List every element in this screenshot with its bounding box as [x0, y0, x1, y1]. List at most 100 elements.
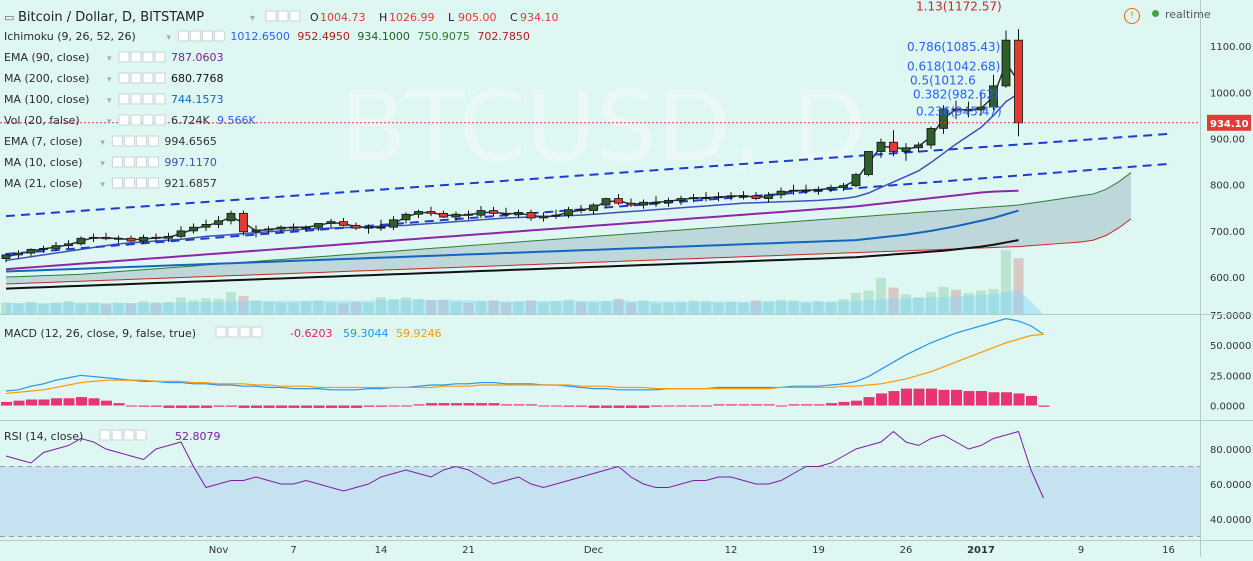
- legend-control-button[interactable]: [130, 51, 142, 63]
- legend-control-button[interactable]: [154, 51, 166, 63]
- legend-control-button[interactable]: [123, 156, 135, 168]
- candle[interactable]: [39, 245, 48, 254]
- candle[interactable]: [689, 193, 698, 203]
- legend-control-button[interactable]: [154, 93, 166, 105]
- candle[interactable]: [314, 223, 323, 231]
- legend-control-button[interactable]: [177, 30, 189, 42]
- legend-control-button[interactable]: [213, 30, 225, 42]
- legend-control-button[interactable]: [142, 51, 154, 63]
- candle[interactable]: [64, 240, 73, 249]
- legend-control-button[interactable]: [135, 177, 147, 189]
- candle[interactable]: [889, 130, 898, 157]
- candle[interactable]: [139, 234, 148, 244]
- legend-control-button[interactable]: [130, 72, 142, 84]
- legend-control-button[interactable]: [99, 429, 111, 441]
- legend-control-button[interactable]: [265, 10, 277, 22]
- legend-control-button[interactable]: [142, 72, 154, 84]
- candle[interactable]: [789, 184, 798, 195]
- macd-name[interactable]: MACD (12, 26, close, 9, false, true): [4, 327, 196, 340]
- candle[interactable]: [201, 219, 211, 231]
- legend-control-button[interactable]: [130, 114, 142, 126]
- indicator-name[interactable]: MA (10, close): [4, 156, 82, 169]
- indicator-name[interactable]: MA (100, close): [4, 93, 89, 106]
- candle[interactable]: [326, 218, 336, 228]
- realtime-badge[interactable]: ! realtime: [1124, 8, 1211, 24]
- legend-control-button[interactable]: [251, 326, 263, 338]
- candle[interactable]: [226, 210, 236, 225]
- legend-control-button[interactable]: [289, 10, 301, 22]
- indicator-name[interactable]: Ichimoku (9, 26, 52, 26): [4, 30, 136, 43]
- legend-control-button[interactable]: [123, 177, 135, 189]
- candle[interactable]: [1001, 30, 1011, 88]
- candle[interactable]: [639, 199, 648, 209]
- candle[interactable]: [726, 192, 736, 201]
- candle[interactable]: [914, 142, 923, 153]
- candle[interactable]: [664, 197, 673, 207]
- legend-control-button[interactable]: [142, 93, 154, 105]
- indicator-name[interactable]: MA (200, close): [4, 72, 89, 85]
- legend-control-button[interactable]: [111, 135, 123, 147]
- candle[interactable]: [851, 172, 861, 188]
- legend-control-button[interactable]: [142, 114, 154, 126]
- candle[interactable]: [464, 210, 473, 220]
- macd-pane[interactable]: MACD (12, 26, close, 9, false, true) -0.6…: [1, 318, 1050, 408]
- candle[interactable]: [26, 248, 36, 256]
- candle[interactable]: [476, 205, 486, 218]
- candle[interactable]: [951, 100, 961, 120]
- legend-control-button[interactable]: [118, 114, 130, 126]
- candle[interactable]: [451, 211, 461, 221]
- candle[interactable]: [414, 209, 423, 218]
- indicator-name[interactable]: Vol (20, false): [4, 114, 80, 127]
- chevron-down-icon[interactable]: ▾: [107, 117, 112, 127]
- legend-control-button[interactable]: [201, 30, 213, 42]
- candle[interactable]: [714, 192, 723, 202]
- candle[interactable]: [364, 224, 373, 234]
- candle[interactable]: [51, 241, 61, 252]
- legend-control-button[interactable]: [147, 135, 159, 147]
- legend-control-button[interactable]: [123, 429, 135, 441]
- chevron-down-icon[interactable]: ▾: [100, 138, 105, 148]
- candle[interactable]: [301, 225, 311, 232]
- legend-control-button[interactable]: [111, 429, 123, 441]
- candle[interactable]: [651, 195, 661, 207]
- candle[interactable]: [764, 192, 773, 203]
- candle[interactable]: [101, 232, 111, 241]
- legend-control-button[interactable]: [135, 135, 147, 147]
- candle[interactable]: [76, 236, 86, 246]
- legend-control-button[interactable]: [135, 429, 147, 441]
- candle[interactable]: [626, 198, 636, 207]
- candle[interactable]: [14, 250, 23, 259]
- legend-control-button[interactable]: [111, 156, 123, 168]
- chevron-down-icon[interactable]: ▾: [166, 33, 171, 43]
- legend-control-button[interactable]: [154, 114, 166, 126]
- indicator-name[interactable]: EMA (90, close): [4, 51, 89, 64]
- candle[interactable]: [514, 209, 523, 218]
- candle[interactable]: [739, 191, 748, 200]
- chevron-down-icon[interactable]: ▾: [100, 159, 105, 169]
- candle[interactable]: [526, 209, 536, 221]
- candle[interactable]: [801, 184, 811, 194]
- legend-control-button[interactable]: [215, 326, 227, 338]
- candle[interactable]: [901, 143, 911, 161]
- candle[interactable]: [439, 210, 448, 218]
- legend-control-button[interactable]: [189, 30, 201, 42]
- legend-control-button[interactable]: [147, 156, 159, 168]
- legend-control-button[interactable]: [123, 135, 135, 147]
- candle[interactable]: [401, 212, 411, 224]
- rsi-pane[interactable]: RSI (14, close) 52.8079: [0, 429, 1200, 537]
- candle[interactable]: [289, 223, 298, 231]
- candle[interactable]: [214, 216, 223, 229]
- candle[interactable]: [489, 206, 498, 217]
- legend-control-button[interactable]: [154, 72, 166, 84]
- candle[interactable]: [976, 92, 986, 116]
- candle[interactable]: [151, 233, 161, 242]
- candle[interactable]: [876, 138, 886, 158]
- candle[interactable]: [126, 235, 136, 242]
- rsi-name[interactable]: RSI (14, close): [4, 430, 83, 443]
- candle[interactable]: [351, 222, 361, 230]
- indicator-name[interactable]: MA (21, close): [4, 177, 82, 190]
- candle[interactable]: [239, 210, 248, 236]
- legend-control-button[interactable]: [130, 93, 142, 105]
- candle[interactable]: [251, 225, 261, 238]
